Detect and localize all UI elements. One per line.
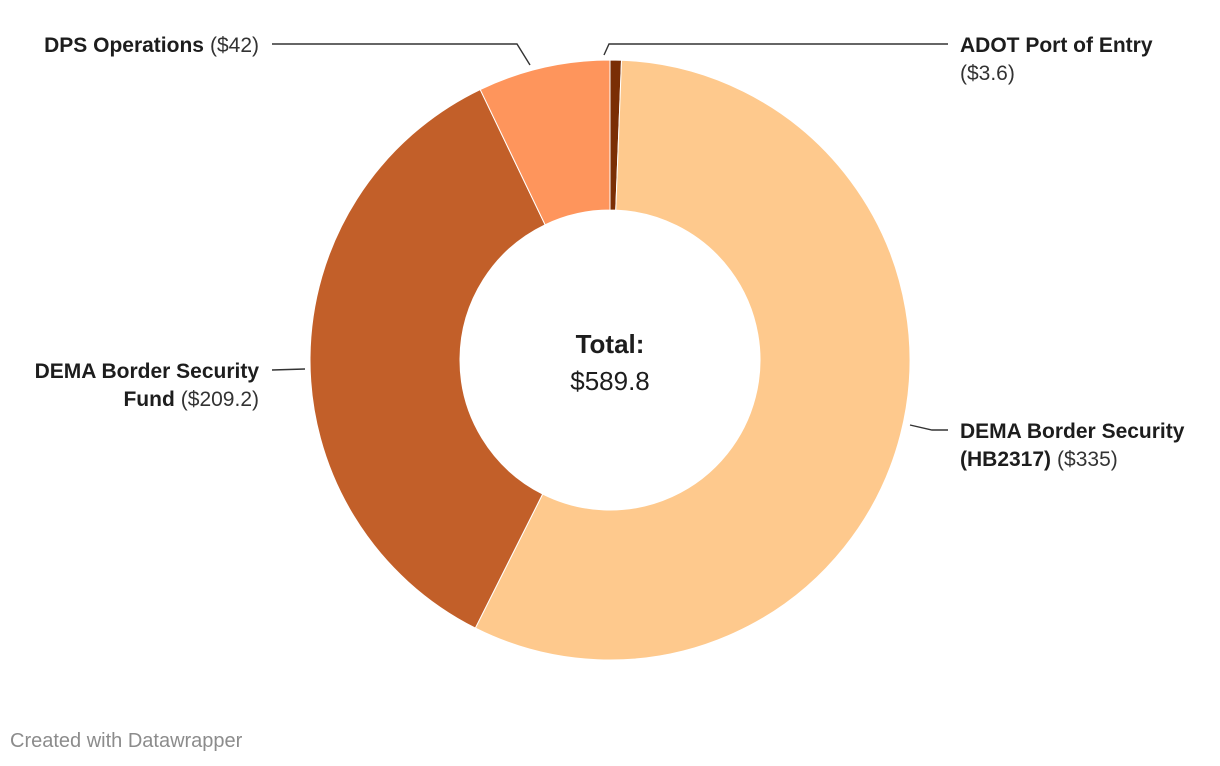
slice-label-name: ADOT Port of Entry bbox=[960, 34, 1153, 57]
center-label: Total: $589.8 bbox=[570, 329, 650, 396]
slice-label-adot: ADOT Port of Entry ($3.6) bbox=[960, 34, 1153, 85]
slice-label-line2: (HB2317) ($335) bbox=[960, 448, 1118, 471]
slice-label-name-line2: (HB2317) bbox=[960, 448, 1051, 471]
leader-line-adot bbox=[603, 43, 948, 56]
center-title: Total: bbox=[576, 329, 645, 359]
slice-label-dema-hb2317: DEMA Border Security (HB2317) ($335) bbox=[960, 420, 1185, 471]
credit-text: Created with Datawrapper bbox=[10, 730, 243, 752]
center-value: $589.8 bbox=[570, 366, 650, 396]
leader-line-dema-hb2317 bbox=[909, 424, 948, 431]
donut-slice-3 bbox=[479, 59, 611, 226]
slice-label-name-line1: DEMA Border Security bbox=[35, 360, 260, 383]
slice-label-value: ($209.2) bbox=[181, 388, 259, 411]
slice-label-line2: Fund ($209.2) bbox=[123, 388, 259, 411]
slice-label-value: ($335) bbox=[1057, 448, 1118, 471]
donut-slice-1 bbox=[474, 59, 911, 661]
slice-label-value: ($3.6) bbox=[960, 62, 1015, 85]
slice-label-dps: DPS Operations ($42) bbox=[44, 34, 259, 57]
leader-line-dps bbox=[272, 43, 531, 66]
slice-label-name: DPS Operations bbox=[44, 34, 204, 57]
leader-lines bbox=[271, 43, 948, 431]
slice-label-dema-fund: DEMA Border Security Fund ($209.2) bbox=[35, 360, 260, 411]
slice-label-name-line2: Fund bbox=[123, 388, 174, 411]
leader-line-dema-fund bbox=[271, 368, 306, 371]
slice-label-line: DPS Operations ($42) bbox=[44, 34, 259, 57]
slice-label-value: ($42) bbox=[210, 34, 259, 57]
slices-layer bbox=[309, 59, 911, 661]
slice-label-name-line1: DEMA Border Security bbox=[960, 420, 1185, 443]
donut-slice-2 bbox=[309, 88, 546, 629]
